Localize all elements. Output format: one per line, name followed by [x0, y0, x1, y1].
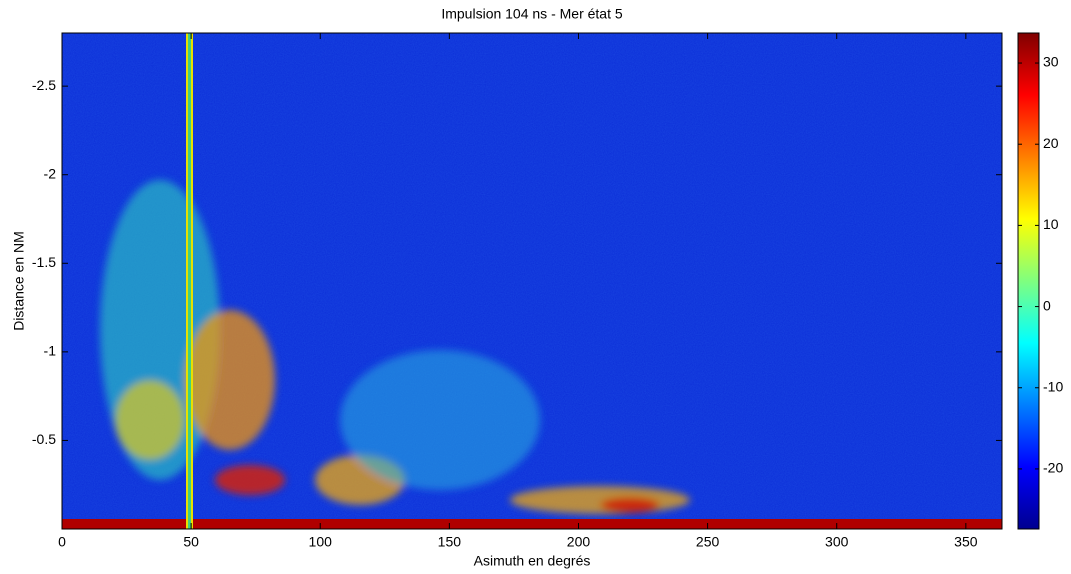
- colorbar-tick-label: 20: [1043, 135, 1059, 151]
- colorbar: [1017, 32, 1040, 530]
- colorbar-tick-label: -10: [1043, 378, 1063, 394]
- colorbar-tick-label: 0: [1043, 297, 1051, 313]
- y-tick-label: -2: [44, 165, 57, 181]
- x-tick-label: 300: [825, 534, 849, 550]
- colorbar-tick-label: -20: [1043, 460, 1063, 476]
- plot-frame: [61, 32, 1003, 530]
- x-tick-label: 200: [567, 534, 591, 550]
- x-tick-label: 0: [58, 534, 66, 550]
- y-tick-label: -0.5: [32, 431, 56, 447]
- x-tick-label: 350: [954, 534, 978, 550]
- y-tick-label: -1: [44, 343, 57, 359]
- x-axis-label: Asimuth en degrés: [474, 553, 591, 569]
- colorbar-tick-label: 30: [1043, 54, 1059, 70]
- y-tick-label: -1.5: [32, 254, 56, 270]
- y-tick-label: -2.5: [32, 77, 56, 93]
- y-axis-label: Distance en NM: [11, 231, 27, 331]
- chart-title: Impulsion 104 ns - Mer état 5: [441, 6, 623, 22]
- x-tick-label: 50: [183, 534, 199, 550]
- colorbar-tick-label: 10: [1043, 216, 1059, 232]
- x-tick-label: 150: [438, 534, 462, 550]
- heatmap-image: [62, 33, 1002, 529]
- x-tick-label: 100: [309, 534, 333, 550]
- x-tick-label: 250: [696, 534, 720, 550]
